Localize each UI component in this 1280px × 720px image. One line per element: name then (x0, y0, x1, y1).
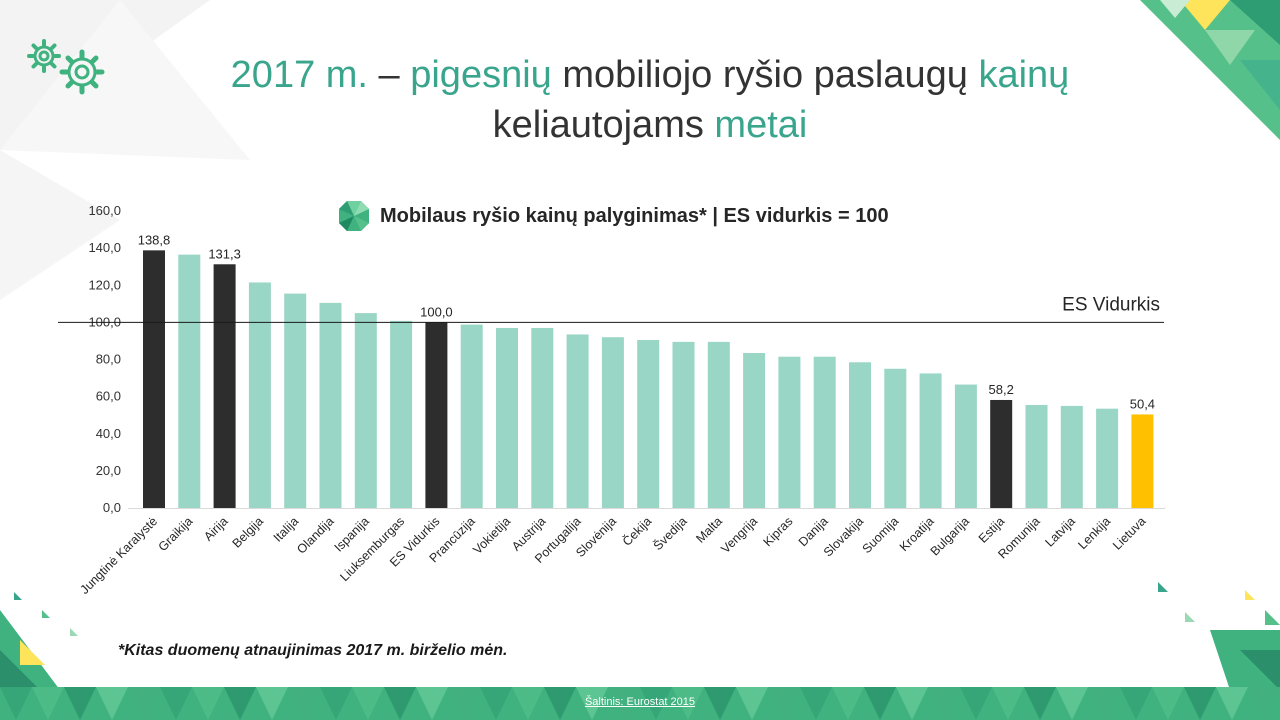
y-tick-label: 60,0 (96, 389, 121, 404)
x-category-label: Vengrija (718, 514, 760, 556)
bar-portugalija (566, 334, 589, 508)
bar-vengrija (743, 353, 766, 508)
x-category-label: Jungtinė Karalystė (78, 514, 161, 597)
title-cheaper: pigesnių (410, 54, 552, 96)
bar-kroatija (919, 373, 942, 508)
y-tick-label: 80,0 (96, 352, 121, 367)
bar-graikija (178, 254, 201, 508)
x-category-label: Italija (271, 514, 302, 545)
y-tick-label: 140,0 (88, 240, 121, 255)
bar-airija (213, 264, 236, 508)
bottom-decorative-strip (0, 687, 1280, 720)
bar-data-label: 50,4 (1130, 396, 1155, 411)
x-category-label: Vokietija (470, 514, 513, 557)
title-middle: mobiliojo ryšio paslaugų (551, 54, 979, 96)
bar-romunija (1025, 404, 1048, 508)
slide-title: 2017 m. – pigesnių mobiliojo ryšio pasla… (150, 50, 1150, 150)
bar-olandija (319, 302, 342, 508)
bar-lietuva (1131, 414, 1154, 508)
bar-slovakija (849, 362, 871, 508)
title-prices: kainų (978, 54, 1070, 96)
title-year: 2017 m. (230, 54, 368, 96)
bar-švedija (672, 341, 695, 508)
x-category-label: Belgija (230, 514, 266, 550)
bar-data-label: 100,0 (420, 304, 453, 319)
bar-es-vidurkis (425, 322, 448, 508)
bar-data-label: 58,2 (989, 382, 1014, 397)
bar-jungtinė-karalystė (143, 250, 165, 509)
gear-icon (24, 36, 114, 102)
bar-lenkija (1096, 408, 1119, 508)
x-category-label: Graikija (156, 514, 196, 554)
bar-bulgarija (954, 384, 977, 508)
bar-liuksemburgas (390, 320, 413, 508)
bar-kipras (778, 356, 801, 508)
bar-ispanija (354, 313, 377, 508)
bar-slovėnija (601, 337, 624, 508)
x-category-label: Švedija (650, 513, 690, 553)
reference-line-label: ES Vidurkis (1062, 294, 1160, 315)
bar-suomija (884, 368, 907, 508)
bar-danija (813, 356, 836, 508)
x-category-label: Estija (976, 514, 1008, 546)
bar-vokietija (496, 327, 518, 508)
bar-austrija (531, 327, 554, 508)
bar-prancūzija (460, 324, 483, 508)
bar-belgija (248, 282, 271, 508)
x-category-label: Suomija (860, 514, 902, 556)
bar-estija (990, 399, 1013, 508)
x-category-label: Bulgarija (928, 514, 972, 558)
title-travellers: keliautojams (492, 104, 704, 146)
title-year-word: metai (714, 104, 808, 146)
y-tick-label: 40,0 (96, 426, 121, 441)
bar-data-label: 131,3 (208, 246, 241, 261)
x-category-label: Olandija (294, 514, 336, 556)
bar-data-label: 138,8 (138, 232, 171, 247)
x-category-label: Lenkija (1075, 514, 1113, 552)
x-category-label: Malta (693, 514, 725, 546)
bar-malta (707, 341, 730, 508)
bar-italija (284, 293, 307, 508)
footnote: *Kitas duomenų atnaujinimas 2017 m. birž… (118, 642, 508, 659)
chart-heading: Mobilaus ryšio kainų palyginimas* | ES v… (338, 200, 889, 232)
x-category-label: Čekija (619, 513, 654, 548)
bar-čekija (637, 340, 660, 508)
chart-title: Mobilaus ryšio kainų palyginimas* | ES v… (380, 204, 889, 227)
bar-latvija (1060, 405, 1083, 508)
y-tick-label: 120,0 (88, 277, 121, 292)
y-tick-label: 0,0 (103, 500, 121, 515)
source-link[interactable]: Šaltinis: Eurostat 2015 (584, 696, 696, 708)
title-dash: – (367, 54, 411, 96)
x-category-label: Kipras (761, 514, 796, 549)
y-tick-label: 20,0 (96, 463, 121, 478)
x-category-label: Airija (201, 514, 231, 544)
y-tick-label: 160,0 (88, 203, 121, 218)
green-gem-icon (339, 201, 369, 231)
x-category-label: Lietuva (1110, 514, 1148, 552)
x-category-label: Latvija (1042, 514, 1077, 549)
